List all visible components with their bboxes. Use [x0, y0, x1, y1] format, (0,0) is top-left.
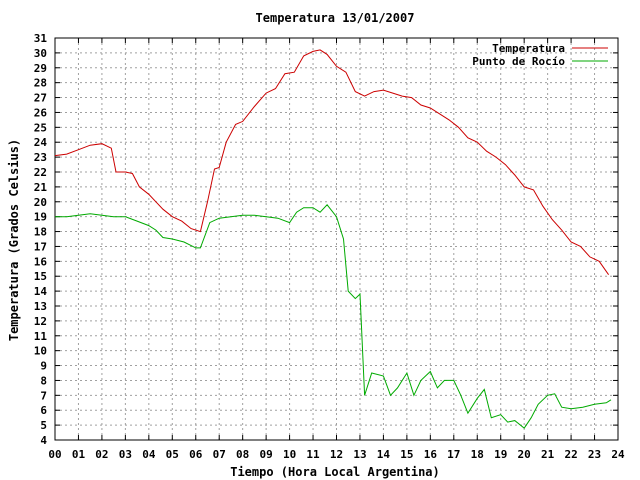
x-tick-label: 17 — [447, 448, 460, 461]
x-axis-ticks: 00 01 02 03 04 05 06 07 08 09 10 11 12 13 14 15 16 17 18 19… — [48, 38, 625, 461]
x-tick-label: 10 — [283, 448, 296, 461]
x-tick-label: 11 — [306, 448, 320, 461]
legend-label-temperatura: Temperatura — [492, 42, 565, 55]
x-tick-label: 24 — [611, 448, 625, 461]
legend-label-punto-de-rocio: Punto de Rocío — [472, 55, 565, 68]
x-tick-label: 03 — [119, 448, 132, 461]
y-tick-label: 29 — [34, 62, 47, 75]
y-tick-label: 9 — [40, 360, 47, 373]
series-line-0 — [54, 49, 610, 275]
y-tick-label: 31 — [34, 32, 48, 45]
chart-title: Temperatura 13/01/2007 — [256, 11, 415, 25]
y-tick-label: 8 — [40, 374, 47, 387]
y-tick-label: 27 — [34, 92, 47, 105]
x-tick-label: 20 — [518, 448, 531, 461]
grid-lines — [55, 38, 618, 440]
y-tick-label: 30 — [34, 47, 47, 60]
y-tick-label: 11 — [34, 330, 48, 343]
x-tick-label: 04 — [142, 448, 156, 461]
x-tick-label: 22 — [564, 448, 577, 461]
x-tick-label: 23 — [588, 448, 601, 461]
y-tick-label: 5 — [40, 419, 47, 432]
y-tick-label: 23 — [34, 151, 47, 164]
y-tick-label: 25 — [34, 121, 47, 134]
y-tick-label: 10 — [34, 345, 47, 358]
x-tick-label: 18 — [471, 448, 484, 461]
y-tick-label: 15 — [34, 270, 47, 283]
y-tick-label: 21 — [34, 181, 48, 194]
y-tick-label: 13 — [34, 300, 47, 313]
x-tick-label: 01 — [72, 448, 86, 461]
x-tick-label: 14 — [377, 448, 391, 461]
x-tick-label: 19 — [494, 448, 507, 461]
x-tick-label: 05 — [166, 448, 179, 461]
y-tick-label: 24 — [34, 136, 48, 149]
y-tick-label: 22 — [34, 166, 47, 179]
y-tick-label: 7 — [40, 389, 47, 402]
x-tick-label: 00 — [48, 448, 61, 461]
y-tick-label: 6 — [40, 404, 47, 417]
x-tick-label: 07 — [213, 448, 226, 461]
x-tick-label: 09 — [260, 448, 273, 461]
y-tick-label: 20 — [34, 196, 47, 209]
series-line-1 — [55, 204, 612, 429]
x-tick-label: 12 — [330, 448, 343, 461]
legend: Temperatura Punto de Rocío — [472, 42, 608, 68]
y-tick-label: 26 — [34, 106, 48, 119]
x-tick-label: 16 — [424, 448, 438, 461]
x-tick-label: 02 — [95, 448, 108, 461]
x-tick-label: 13 — [353, 448, 366, 461]
y-tick-label: 18 — [34, 226, 47, 239]
x-tick-label: 21 — [541, 448, 555, 461]
x-tick-label: 06 — [189, 448, 203, 461]
y-tick-label: 12 — [34, 315, 47, 328]
x-tick-label: 15 — [400, 448, 413, 461]
x-axis-label: Tiempo (Hora Local Argentina) — [230, 465, 440, 479]
y-tick-label: 17 — [34, 240, 47, 253]
y-tick-label: 19 — [34, 211, 47, 224]
y-axis-label: Temperatura (Grados Celsius) — [7, 139, 21, 341]
y-tick-label: 14 — [34, 285, 48, 298]
y-tick-label: 28 — [34, 77, 47, 90]
y-tick-label: 4 — [40, 434, 47, 447]
series-lines — [54, 49, 612, 429]
x-tick-label: 08 — [236, 448, 249, 461]
y-tick-label: 16 — [34, 255, 48, 268]
